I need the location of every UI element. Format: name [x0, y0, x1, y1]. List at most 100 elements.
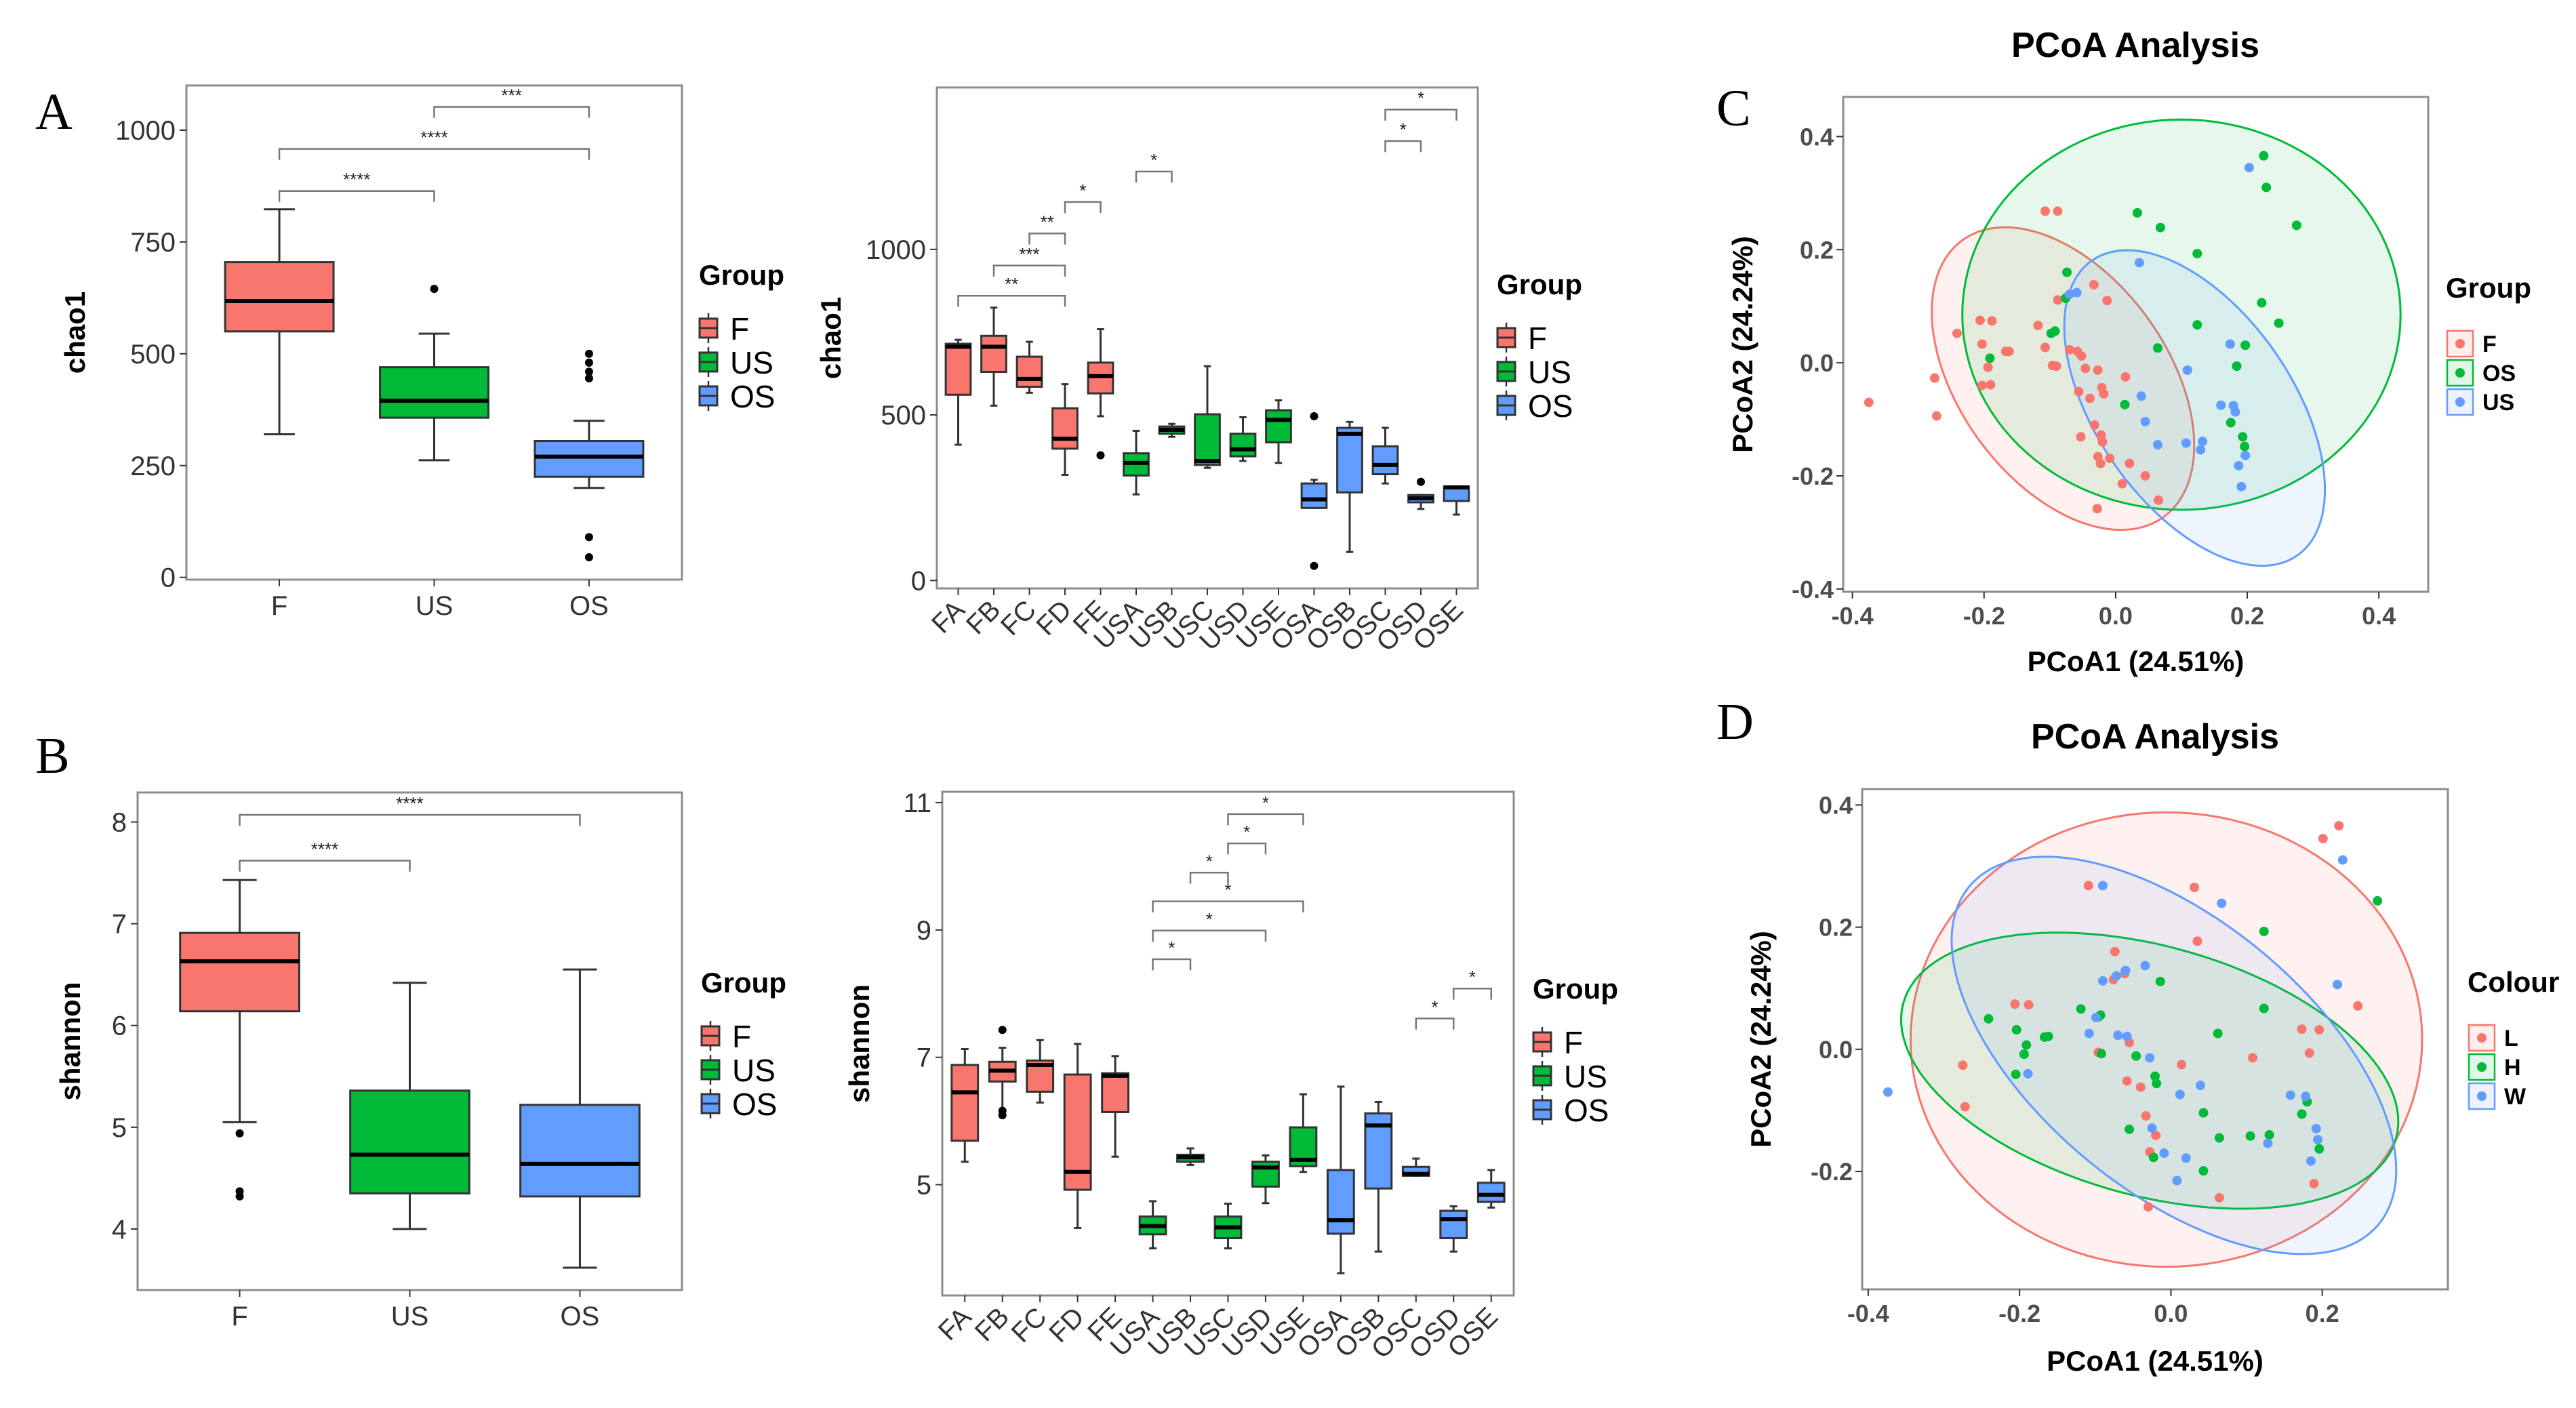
data-point-H [2148, 1152, 2158, 1163]
data-point-F [2093, 365, 2103, 375]
box-OSA [1300, 412, 1328, 570]
box-OSB [1336, 420, 1363, 553]
significance-bracket [278, 148, 590, 160]
significance-label: *** [1019, 244, 1039, 264]
iqr-box [950, 1064, 980, 1142]
data-point-W [1883, 1087, 1893, 1097]
data-point-H [2125, 1124, 2135, 1134]
data-point-W [2091, 1013, 2101, 1023]
x-axis-title: PCoA1 (24.51%) [2028, 645, 2245, 677]
significance-label: * [1079, 180, 1086, 201]
data-point-US [2134, 258, 2144, 268]
box-USE [1265, 399, 1292, 464]
significance-label: ** [1005, 274, 1018, 294]
x-tick-label: -0.4 [1847, 1300, 1889, 1327]
significance-label: * [1469, 967, 1476, 987]
outlier-point [1310, 561, 1319, 570]
legend-label: OS [1528, 388, 1573, 424]
legend-key-US [1496, 357, 1516, 386]
data-point-F [2092, 504, 2102, 514]
x-tick-label: F [271, 591, 287, 621]
x-tick-label: 0.2 [2306, 1300, 2339, 1327]
legend-key-OS [1532, 1095, 1552, 1125]
legend: Colour LHW [2468, 966, 2559, 1110]
y-tick-label: 0.2 [1800, 236, 1834, 264]
data-point-L [2353, 1001, 2363, 1011]
box-FC [1015, 340, 1043, 394]
y-tick-label: 0 [161, 563, 176, 593]
confidence-ellipse-F [1931, 226, 2196, 531]
x-tick-label: 0.0 [2099, 602, 2133, 630]
legend-key-F [700, 1021, 721, 1051]
significance-label: * [1262, 792, 1269, 813]
y-axis-title: shannon [843, 984, 875, 1103]
x-tick-label: OS [561, 1302, 600, 1331]
data-point-F [1986, 380, 1996, 390]
plot-area [935, 86, 1479, 590]
iqr-box [534, 439, 645, 478]
data-point-F [1977, 339, 1987, 349]
data-point-F [2040, 206, 2051, 216]
significance-bracket [1227, 842, 1267, 855]
data-point-US [2234, 460, 2244, 470]
data-point-F [1864, 397, 1874, 407]
data-point-F [2102, 296, 2112, 306]
legend-label: US [2482, 390, 2514, 416]
data-point-W [2097, 881, 2108, 891]
significance-label: **** [420, 127, 447, 148]
legend-title: Group [701, 967, 786, 999]
data-point-L [2135, 1082, 2146, 1092]
data-point-H [2264, 1130, 2274, 1140]
data-point-H [2131, 1051, 2141, 1061]
data-point-L [1960, 1102, 1970, 1112]
data-point-OS [2226, 418, 2236, 428]
data-point-L [2010, 999, 2020, 1009]
outlier-point [584, 553, 593, 562]
data-point-OS [2238, 432, 2248, 442]
data-point-W [2122, 1031, 2132, 1041]
box-USB [1176, 1147, 1205, 1166]
data-point-H [2214, 1133, 2224, 1143]
iqr-box [519, 1104, 641, 1198]
data-point-L [2024, 1000, 2034, 1010]
data-point-H [2259, 1003, 2269, 1013]
legend-label: OS [2482, 361, 2516, 386]
data-point-F [2051, 361, 2061, 371]
pcoa-C: -0.4 -0.2 0.0 0.2 0.4 -0.4 -0.2 0.0 0.2 0.4 PCoA A… [1727, 26, 2531, 677]
data-point-F [2074, 386, 2084, 397]
y-tick-label: 11 [903, 788, 931, 818]
y-tick-label: 0.2 [1819, 914, 1853, 942]
significance-bracket [1189, 872, 1229, 884]
y-axis-title: PCoA2 (24.24%) [1745, 931, 1777, 1148]
data-point-W [2285, 1090, 2295, 1100]
box-F [179, 879, 300, 1201]
panel-letter: C [1716, 80, 1751, 137]
legend-label: OS [1564, 1093, 1609, 1128]
box-OSE [1476, 1169, 1506, 1209]
legend-title: Group [699, 259, 784, 291]
iqr-box [1265, 409, 1292, 444]
box-FB [988, 1026, 1017, 1120]
data-point-L [2192, 936, 2202, 946]
chart-title: PCoA Analysis [2011, 26, 2259, 65]
y-tick-label: 1000 [115, 116, 176, 146]
legend-dot [2455, 339, 2465, 348]
iqr-box [1439, 1209, 1468, 1239]
y-tick-label: 0 [911, 566, 926, 596]
data-point-W [2263, 1138, 2273, 1148]
data-point-H [2259, 926, 2269, 936]
data-point-US [2216, 400, 2226, 410]
outlier-point [235, 1192, 244, 1201]
box-OSC [1401, 1157, 1430, 1177]
y-tick-label: 500 [130, 340, 176, 369]
box-FE [1101, 1055, 1130, 1158]
data-point-L [2151, 1130, 2161, 1140]
confidence-ellipse-L [1909, 811, 2423, 1268]
data-point-OS [2257, 298, 2267, 308]
data-point-OS [2274, 318, 2284, 328]
iqr-box [1229, 433, 1257, 458]
y-tick-label: 5 [112, 1113, 127, 1143]
y-tick-label: 8 [112, 808, 127, 838]
